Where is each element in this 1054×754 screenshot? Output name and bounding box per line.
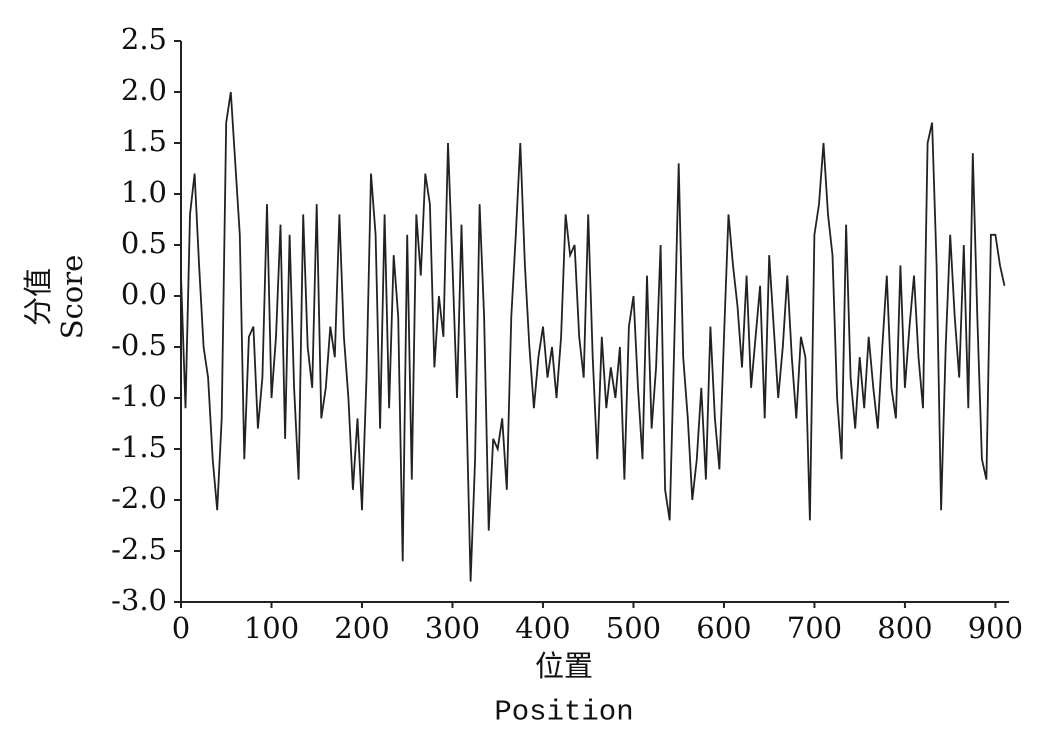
x-axis-label-cn: 位置 [535, 649, 593, 683]
y-tick-label: -2.0 [111, 481, 167, 515]
x-tick-label: 400 [515, 611, 570, 645]
y-tick-label: 1.0 [121, 175, 167, 209]
x-tick-label: 900 [968, 611, 1023, 645]
x-tick-label: 600 [696, 611, 751, 645]
x-axis-label-en: Position [494, 696, 633, 729]
y-axis-label-cn: 分值 [21, 268, 55, 326]
x-tick-label: 100 [244, 611, 299, 645]
y-tick-label: 0.5 [121, 226, 167, 260]
y-tick-label: -0.5 [111, 328, 167, 362]
y-tick-label: -1.5 [111, 430, 167, 464]
x-tick-label: 0 [172, 611, 190, 645]
y-tick-label: 2.0 [121, 73, 167, 107]
y-tick-label: 1.5 [121, 124, 167, 158]
y-tick-label: -3.0 [111, 583, 167, 617]
score-line [180, 91, 1006, 582]
y-tick-label: -2.5 [111, 532, 167, 566]
x-tick-label: 700 [787, 611, 842, 645]
y-tick-label: -1.0 [111, 379, 167, 413]
y-axis-label-en: Score [55, 255, 89, 340]
x-tick-label: 500 [606, 611, 661, 645]
y-tick-label: 0.0 [121, 277, 167, 311]
x-tick-label: 300 [425, 611, 480, 645]
x-tick-label: 200 [334, 611, 389, 645]
y-tick-label: 2.5 [121, 22, 167, 56]
x-tick-label: 800 [877, 611, 932, 645]
